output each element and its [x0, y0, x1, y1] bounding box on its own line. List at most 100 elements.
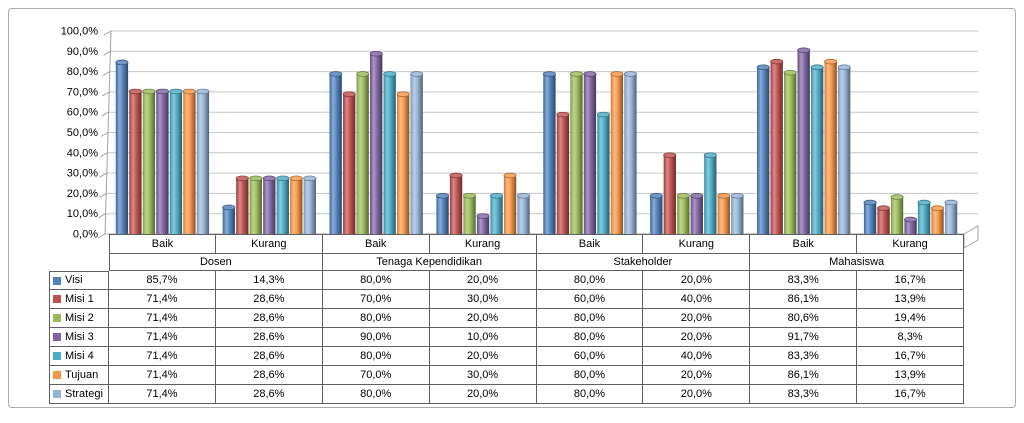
value-cell: 20,0% [643, 309, 750, 328]
bar-misi-3 [584, 72, 596, 236]
legend-item: Misi 3 [49, 328, 109, 347]
y-axis-tick-label: 70,0% [67, 86, 98, 98]
category-label: Baik [323, 234, 430, 254]
axis-tick [102, 92, 109, 96]
value-cell: 80,0% [537, 271, 644, 290]
bar-strategi [945, 200, 957, 235]
bar-strategi [304, 176, 316, 235]
bar-misi-4 [170, 89, 182, 235]
bar-misi-4 [277, 176, 289, 235]
value-cell: 40,0% [643, 290, 750, 309]
value-cell: 20,0% [430, 385, 537, 404]
chart-data-table: BaikKurangBaikKurangBaikKurangBaikKurang… [49, 234, 964, 404]
value-cell: 28,6% [216, 290, 323, 309]
legend-label: Misi 3 [65, 332, 94, 343]
axis-tick [99, 214, 106, 218]
chart-figure: 100,0%90,0%80,0%70,0%60,0%50,0%40,0%30,0… [8, 8, 1016, 408]
bar-strategi [517, 193, 529, 235]
bar-misi-4 [811, 65, 823, 235]
legend-label: Misi 4 [65, 351, 94, 362]
category-label: Kurang [430, 234, 537, 254]
value-cell: 71,4% [109, 290, 216, 309]
bar-visi [864, 200, 876, 235]
axis-tick [103, 72, 110, 76]
bar-misi-4 [918, 200, 930, 235]
bar-visi [757, 65, 769, 235]
legend-label: Misi 2 [65, 313, 94, 324]
bar-misi-2 [784, 70, 796, 235]
bar-strategi [838, 65, 850, 235]
bar-misi-1 [557, 112, 569, 235]
bar-misi-1 [129, 89, 141, 235]
legend-key-icon [53, 295, 61, 303]
legend-key-icon [53, 352, 61, 360]
value-cell: 90,0% [323, 328, 430, 347]
category-group-label: Tenaga Kependidikan [323, 254, 537, 271]
value-cell: 28,6% [216, 385, 323, 404]
bar-misi-2 [357, 72, 369, 236]
legend-key-icon [53, 314, 61, 322]
bar-tujuan [504, 173, 516, 235]
bar-tujuan [825, 59, 837, 235]
y-axis-tick-label: 10,0% [67, 208, 98, 220]
value-cell: 60,0% [537, 290, 644, 309]
bar-misi-1 [664, 153, 676, 236]
bar-tujuan [718, 193, 730, 235]
bar-misi-2 [143, 89, 155, 235]
legend-label: Visi [65, 275, 83, 286]
value-cell: 71,4% [109, 328, 216, 347]
value-cell: 40,0% [643, 347, 750, 366]
value-cell: 83,3% [750, 385, 857, 404]
legend-item: Tujuan [49, 366, 109, 385]
y-axis-tick-label: 60,0% [67, 107, 98, 119]
category-label: Kurang [643, 234, 750, 254]
value-cell: 16,7% [857, 385, 964, 404]
value-cell: 8,3% [857, 328, 964, 347]
value-cell: 80,0% [323, 309, 430, 328]
bar-misi-1 [771, 59, 783, 235]
value-cell: 20,0% [430, 271, 537, 290]
bar-strategi [411, 72, 423, 236]
legend-key-icon [53, 390, 61, 398]
y-axis-tick-label: 40,0% [67, 147, 98, 159]
legend-label: Misi 1 [65, 294, 94, 305]
value-cell: 20,0% [430, 309, 537, 328]
value-cell: 71,4% [109, 347, 216, 366]
value-cell: 71,4% [109, 309, 216, 328]
value-cell: 14,3% [216, 271, 323, 290]
y-axis-tick-label: 90,0% [67, 46, 98, 58]
bar-visi [436, 193, 448, 235]
legend-item: Visi [49, 271, 109, 290]
value-cell: 60,0% [537, 347, 644, 366]
bar-misi-3 [904, 217, 916, 235]
y-axis-tick-label: 80,0% [67, 66, 98, 78]
axis-tick [103, 51, 110, 55]
value-cell: 80,0% [537, 309, 644, 328]
value-cell: 10,0% [430, 328, 537, 347]
bar-visi [223, 205, 235, 235]
value-cell: 30,0% [430, 366, 537, 385]
legend-item: Misi 4 [49, 347, 109, 366]
value-cell: 91,7% [750, 328, 857, 347]
legend-key-icon [53, 277, 61, 285]
bar-misi-4 [490, 193, 502, 235]
value-cell: 28,6% [216, 309, 323, 328]
bar-visi [543, 72, 555, 236]
value-cell: 80,0% [323, 385, 430, 404]
category-label: Kurang [216, 234, 323, 254]
value-cell: 30,0% [430, 290, 537, 309]
legend-key-icon [53, 371, 61, 379]
bar-misi-2 [570, 72, 582, 236]
bar-misi-2 [891, 195, 903, 236]
bar-misi-3 [691, 193, 703, 235]
category-group-label: Mahasiswa [750, 254, 964, 271]
value-cell: 80,0% [537, 385, 644, 404]
axis-tick [101, 133, 108, 137]
bar-misi-2 [250, 176, 262, 235]
value-cell: 20,0% [430, 347, 537, 366]
bar-tujuan [611, 72, 623, 236]
value-cell: 80,0% [323, 347, 430, 366]
value-cell: 19,4% [857, 309, 964, 328]
value-cell: 16,7% [857, 347, 964, 366]
value-cell: 71,4% [109, 385, 216, 404]
